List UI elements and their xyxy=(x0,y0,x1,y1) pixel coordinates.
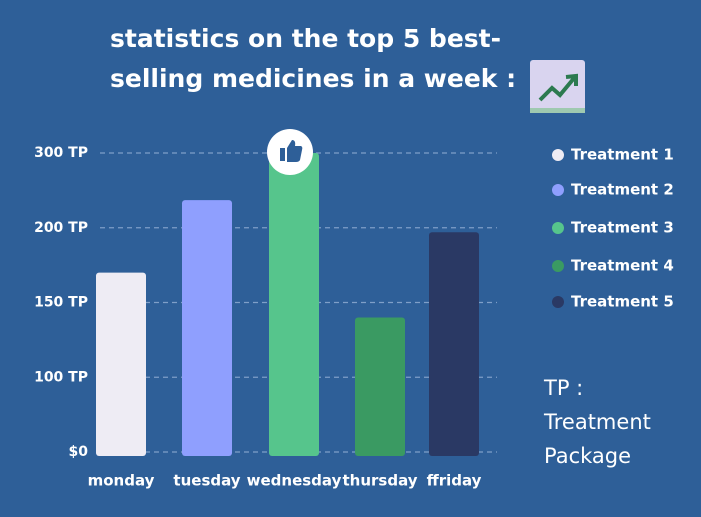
x-tick-label: ffriday xyxy=(427,472,482,490)
bar xyxy=(96,272,146,456)
legend-swatch xyxy=(552,184,564,196)
bar xyxy=(355,317,405,456)
bar xyxy=(429,232,479,456)
legend-label: Treatment 2 xyxy=(571,181,674,199)
y-tick-label: 200 TP xyxy=(34,220,88,236)
like-badge xyxy=(267,129,313,175)
chart-title: statistics on the top 5 best- xyxy=(110,24,501,53)
x-tick-label: tuesday xyxy=(173,472,240,490)
y-tick-label: 150 TP xyxy=(34,295,88,311)
y-tick-label: $0 xyxy=(69,444,89,460)
x-tick-label: wednesday xyxy=(247,472,342,490)
legend-swatch xyxy=(552,222,564,234)
x-tick-label: monday xyxy=(88,472,155,490)
bar xyxy=(182,200,232,456)
note: Treatment xyxy=(543,410,651,434)
legend-swatch xyxy=(552,260,564,272)
y-tick-label: 300 TP xyxy=(34,145,88,161)
bar xyxy=(269,153,319,456)
note: Package xyxy=(544,444,631,468)
note: TP : xyxy=(543,376,583,400)
x-tick-label: thursday xyxy=(342,472,417,490)
legend-swatch xyxy=(552,149,564,161)
legend-swatch xyxy=(552,296,564,308)
legend-label: Treatment 5 xyxy=(571,293,674,311)
trend-icon xyxy=(530,60,585,113)
legend-label: Treatment 3 xyxy=(571,219,674,237)
legend-label: Treatment 4 xyxy=(571,257,674,275)
legend-label: Treatment 1 xyxy=(571,146,674,164)
chart-title: selling medicines in a week : xyxy=(110,64,516,93)
y-tick-label: 100 TP xyxy=(34,369,88,385)
